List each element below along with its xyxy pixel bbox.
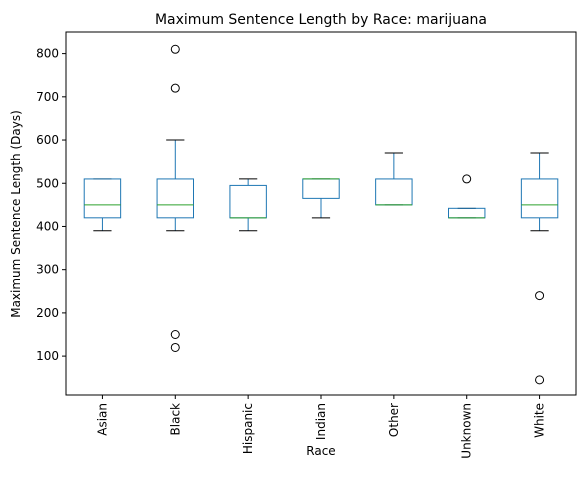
outlier-point [170,330,180,339]
box-iqr [83,178,122,219]
box-iqr [375,178,413,206]
outlier-point [462,174,472,184]
y-tick-label: 500 [36,176,59,190]
box-iqr [156,178,194,219]
chart-title: Maximum Sentence Length by Race: marijua… [155,12,487,28]
outlier-point [535,375,545,385]
x-tick-label: Black [168,403,182,436]
x-tick-label: White [533,403,547,438]
x-axis-title: Race [306,444,335,458]
x-tick-label: Other [387,403,401,437]
outlier-point [170,83,180,93]
y-tick-label: 700 [36,90,59,104]
y-tick-label: 100 [36,349,59,363]
box-iqr [302,178,340,199]
x-tick-label: Unknown [460,403,474,459]
y-tick-label: 800 [36,47,59,61]
plot-area: 100 200 300 400 500 600 700 800 Asian Black Hispan… [36,31,577,459]
x-tick-label: Indian [314,403,328,440]
box-iqr [448,207,486,219]
x-tick-label: Asian [95,403,109,436]
box-iqr [520,178,559,219]
y-axis-title: Maximum Sentence Length (Days) [9,110,23,318]
box-iqr [229,184,267,219]
y-tick-label: 200 [36,306,59,320]
outlier-point [170,342,180,352]
outlier-point [535,291,545,301]
y-tick-label: 400 [36,219,59,233]
outlier-point [170,44,180,54]
y-tick-label: 300 [36,263,59,277]
y-tick-label: 600 [36,133,59,147]
x-tick-label: Hispanic [241,403,255,454]
